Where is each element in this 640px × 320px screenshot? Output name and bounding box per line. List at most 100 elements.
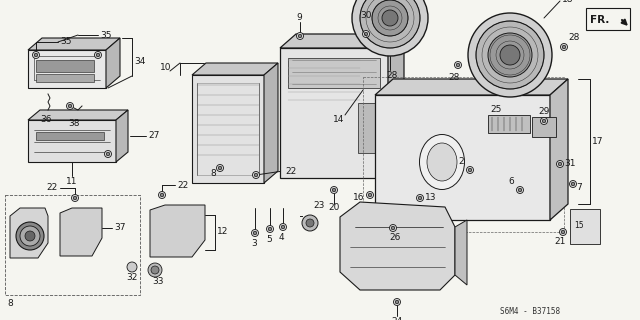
Bar [36, 132, 104, 140]
Circle shape [106, 152, 109, 156]
Circle shape [396, 300, 399, 304]
Text: 22: 22 [285, 166, 296, 175]
Text: 14: 14 [333, 116, 344, 124]
Text: FR.: FR. [590, 15, 609, 25]
Text: 29: 29 [538, 107, 549, 116]
Circle shape [456, 63, 460, 67]
Circle shape [332, 188, 336, 192]
Polygon shape [264, 63, 278, 183]
Circle shape [266, 226, 273, 233]
Text: 7: 7 [576, 183, 582, 193]
Circle shape [306, 219, 314, 227]
Circle shape [391, 226, 395, 230]
Circle shape [364, 32, 368, 36]
Circle shape [559, 228, 566, 236]
Circle shape [382, 10, 398, 26]
Text: 13: 13 [425, 194, 436, 203]
Text: 10: 10 [160, 62, 172, 71]
Circle shape [476, 21, 544, 89]
Circle shape [73, 196, 77, 200]
Circle shape [25, 231, 35, 241]
Polygon shape [550, 79, 568, 220]
Text: 37: 37 [114, 223, 125, 233]
Text: 12: 12 [217, 228, 228, 236]
Text: 23: 23 [313, 202, 324, 211]
Circle shape [561, 44, 568, 51]
Polygon shape [28, 38, 120, 50]
Circle shape [252, 229, 259, 236]
Circle shape [72, 195, 79, 202]
Polygon shape [388, 34, 404, 178]
Text: 11: 11 [66, 178, 77, 187]
Circle shape [302, 215, 318, 231]
Circle shape [95, 52, 102, 59]
Polygon shape [116, 110, 128, 162]
Polygon shape [192, 75, 264, 183]
Circle shape [368, 193, 372, 197]
Circle shape [394, 299, 401, 306]
Circle shape [561, 230, 564, 234]
Text: 35: 35 [100, 30, 111, 39]
Bar [288, 58, 380, 88]
Text: 18: 18 [562, 0, 573, 4]
Circle shape [20, 226, 40, 246]
Text: 22: 22 [46, 183, 57, 193]
Polygon shape [455, 220, 467, 285]
Polygon shape [28, 110, 128, 120]
Circle shape [253, 231, 257, 235]
Polygon shape [375, 79, 568, 95]
Circle shape [35, 53, 38, 57]
Circle shape [557, 161, 563, 167]
Circle shape [563, 45, 566, 49]
Circle shape [572, 182, 575, 186]
Circle shape [254, 173, 258, 177]
Circle shape [419, 196, 422, 200]
Circle shape [268, 227, 272, 231]
Circle shape [468, 13, 552, 97]
Circle shape [467, 166, 474, 173]
Polygon shape [28, 120, 116, 162]
Circle shape [417, 195, 424, 202]
Bar [36, 74, 94, 82]
Text: 16: 16 [353, 194, 365, 203]
Circle shape [218, 166, 221, 170]
Bar [5, 195, 140, 295]
Bar [363, 77, 564, 232]
Circle shape [33, 52, 40, 59]
Polygon shape [106, 38, 120, 88]
Circle shape [570, 180, 577, 188]
Text: 8: 8 [7, 299, 13, 308]
Text: 28: 28 [448, 73, 460, 82]
Text: 20: 20 [328, 204, 339, 212]
Text: 24: 24 [391, 317, 403, 320]
Text: 5: 5 [266, 235, 272, 244]
Text: 8: 8 [210, 169, 216, 178]
Circle shape [253, 172, 259, 179]
Circle shape [367, 191, 374, 198]
Circle shape [362, 30, 369, 37]
Ellipse shape [419, 134, 465, 189]
Circle shape [360, 0, 420, 48]
Circle shape [488, 33, 532, 77]
Circle shape [96, 53, 100, 57]
Text: 4: 4 [279, 233, 285, 242]
Text: 32: 32 [126, 273, 138, 282]
Circle shape [468, 168, 472, 172]
Polygon shape [340, 202, 455, 290]
Text: 26: 26 [389, 234, 401, 243]
Polygon shape [280, 34, 404, 48]
Text: 3: 3 [251, 238, 257, 247]
Polygon shape [28, 50, 106, 88]
Circle shape [298, 34, 301, 38]
Text: 34: 34 [134, 57, 145, 66]
Text: 22: 22 [177, 180, 188, 189]
Circle shape [352, 0, 428, 56]
Circle shape [160, 193, 164, 197]
Circle shape [16, 222, 44, 250]
Circle shape [541, 117, 547, 124]
Circle shape [558, 162, 562, 166]
Text: 36: 36 [40, 116, 51, 124]
Bar [358, 103, 380, 153]
Text: 9: 9 [296, 13, 301, 22]
Bar [488, 115, 530, 133]
